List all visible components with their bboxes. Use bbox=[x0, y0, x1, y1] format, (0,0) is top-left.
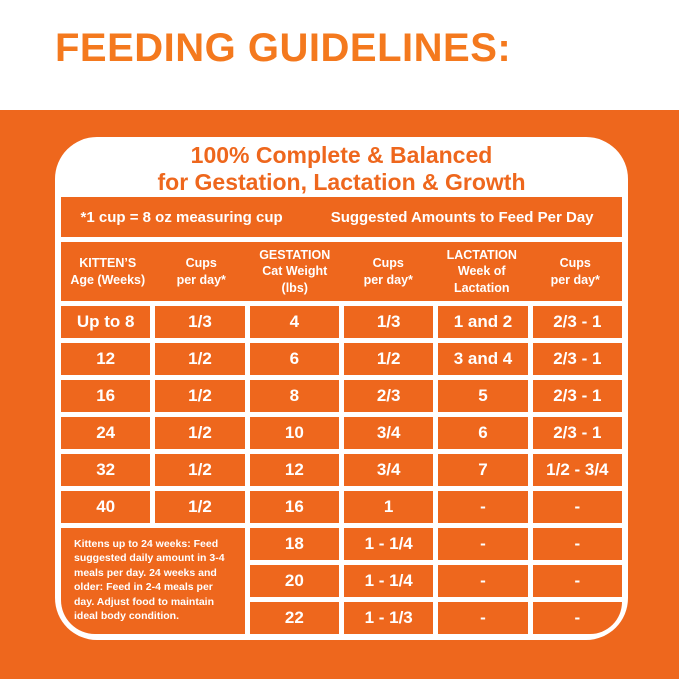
table-cell: - bbox=[438, 528, 528, 560]
table-cell: 1/3 bbox=[344, 306, 434, 338]
table-cell: 24 bbox=[61, 417, 151, 449]
table-cell: 8 bbox=[249, 380, 339, 412]
table-cell: 3 and 4 bbox=[438, 343, 528, 375]
table-cell: - bbox=[438, 491, 528, 523]
panel-title-line2: for Gestation, Lactation & Growth bbox=[157, 169, 526, 195]
page-heading: FEEDING GUIDELINES: bbox=[55, 26, 512, 70]
measuring-cup-note: *1 cup = 8 oz measuring cup bbox=[80, 208, 283, 226]
table-cell: 1 and 2 bbox=[438, 306, 528, 338]
table-header-row: KITTEN’S Age (Weeks) Cups per day* GESTATION… bbox=[61, 242, 622, 301]
table-cell: 1/2 bbox=[155, 343, 245, 375]
table-cell: 6 bbox=[249, 343, 339, 375]
table-cell: 1/2 bbox=[155, 491, 245, 523]
table-cell: 2/3 - 1 bbox=[532, 306, 622, 338]
table-cell: - bbox=[438, 602, 528, 634]
table-cell: 10 bbox=[249, 417, 339, 449]
table-cell: 1 - 1/3 bbox=[344, 602, 434, 634]
table-cell: 5 bbox=[438, 380, 528, 412]
table-cell: 22 bbox=[249, 602, 339, 634]
panel-title: 100% Complete & Balanced for Gestation, … bbox=[61, 137, 622, 197]
table-cell: - bbox=[532, 565, 622, 597]
table-cell: 1/2 - 3/4 bbox=[532, 454, 622, 486]
table-cell: 2/3 bbox=[344, 380, 434, 412]
table-cell: 2/3 - 1 bbox=[532, 417, 622, 449]
table-cell: Up to 8 bbox=[61, 306, 151, 338]
table-cell: 32 bbox=[61, 454, 151, 486]
table-cell: 7 bbox=[438, 454, 528, 486]
header-cell: GESTATION Cat Weight (lbs) bbox=[259, 248, 331, 295]
table-cell: 20 bbox=[249, 565, 339, 597]
table-cell: 1/2 bbox=[155, 417, 245, 449]
panel-title-line1: 100% Complete & Balanced bbox=[190, 141, 493, 168]
table-cell: 6 bbox=[438, 417, 528, 449]
table-cell: - bbox=[532, 602, 622, 634]
top-white-band: FEEDING GUIDELINES: bbox=[0, 0, 679, 110]
table-cell: 3/4 bbox=[344, 417, 434, 449]
table-cell: 1 - 1/4 bbox=[344, 528, 434, 560]
table-cell: 3/4 bbox=[344, 454, 434, 486]
header-cell: LACTATION Week of Lactation bbox=[446, 248, 517, 295]
table-cell: 1/2 bbox=[344, 343, 434, 375]
header-cell: KITTEN’S Age (Weeks) bbox=[70, 256, 146, 287]
table-cell: 40 bbox=[61, 491, 151, 523]
table-cell: - bbox=[532, 491, 622, 523]
header-cell: Cups per day* bbox=[550, 256, 600, 287]
table-cell: 1/2 bbox=[155, 380, 245, 412]
feeding-instructions-note: Kittens up to 24 weeks: Feed suggested d… bbox=[61, 528, 245, 634]
table-cell: 18 bbox=[249, 528, 339, 560]
feeding-table-grid: Up to 8 1/3 4 1/3 1 and 2 2/3 - 1 12 1/2 6 1/2 3 a… bbox=[61, 306, 622, 634]
table-cell: - bbox=[532, 528, 622, 560]
table-cell: 2/3 - 1 bbox=[532, 343, 622, 375]
table-cell: 1/3 bbox=[155, 306, 245, 338]
guidelines-panel: 100% Complete & Balanced for Gestation, … bbox=[55, 137, 628, 640]
table-cell: 1 bbox=[344, 491, 434, 523]
suggested-amounts-label: Suggested Amounts to Feed Per Day bbox=[330, 208, 594, 226]
table-cell: 16 bbox=[249, 491, 339, 523]
table-cell: 2/3 - 1 bbox=[532, 380, 622, 412]
table-cell: 1 - 1/4 bbox=[344, 565, 434, 597]
table-cell: - bbox=[438, 565, 528, 597]
table-cell: 4 bbox=[249, 306, 339, 338]
table-cell: 12 bbox=[249, 454, 339, 486]
orange-background: 100% Complete & Balanced for Gestation, … bbox=[0, 110, 679, 679]
table-cell: 12 bbox=[61, 343, 151, 375]
table-cell: 1/2 bbox=[155, 454, 245, 486]
header-cell: Cups per day* bbox=[176, 256, 226, 287]
subheader-strip: *1 cup = 8 oz measuring cup Suggested Am… bbox=[61, 197, 622, 237]
header-cell: Cups per day* bbox=[363, 256, 413, 287]
table-cell: 16 bbox=[61, 380, 151, 412]
